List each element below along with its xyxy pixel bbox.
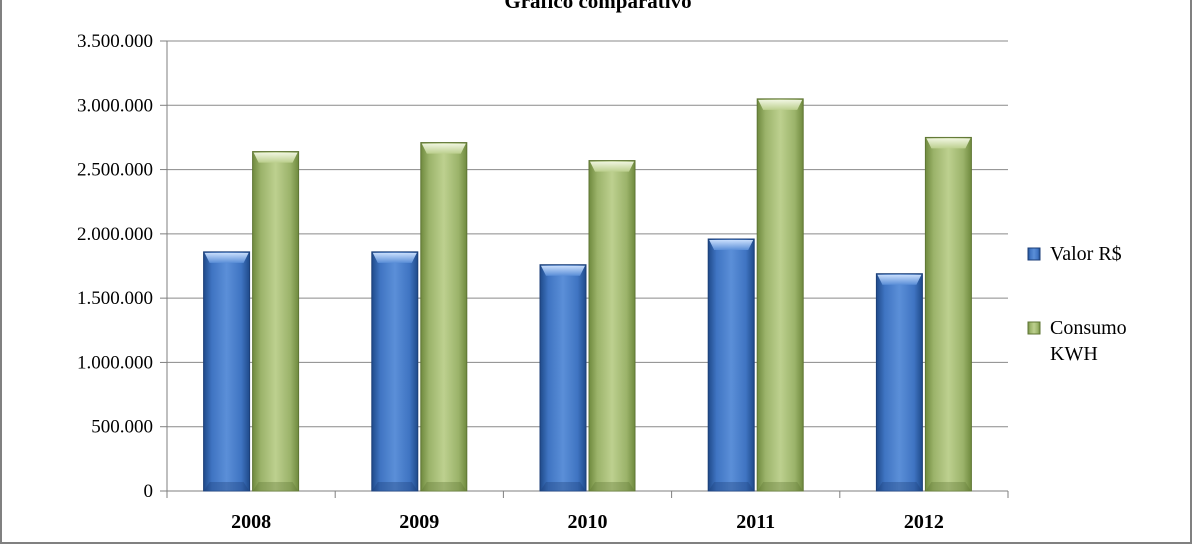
bar-consumo-2008 (252, 151, 300, 492)
y-tick-label: 2.500.000 (77, 160, 153, 181)
bar-consumo-2009 (420, 142, 468, 492)
y-tick-label: 3.500.000 (77, 31, 153, 52)
x-tick-label-2009: 2009 (399, 511, 439, 533)
y-tick-label: 3.000.000 (77, 95, 153, 116)
legend-label-valor: Valor R$ (1050, 243, 1122, 265)
bar-consumo-2011 (756, 98, 804, 492)
bar-valor-2009 (371, 251, 419, 492)
bar-consumo-2012 (924, 136, 972, 492)
bar-valor-2008 (203, 251, 251, 492)
bar-cap (926, 138, 971, 149)
x-tick-label-2012: 2012 (904, 511, 944, 533)
legend-swatch-consumo (1027, 321, 1041, 335)
bar-base (877, 482, 922, 490)
bar-base (253, 482, 298, 490)
bar-valor-2011 (707, 238, 755, 492)
bar-valor-2012 (875, 273, 923, 492)
y-tick-label: 500.000 (91, 417, 153, 438)
bar-cap (204, 252, 249, 263)
bar-base (204, 482, 249, 490)
legend-label-consumo: Consumo KWH (1050, 317, 1127, 365)
bar-cap (709, 240, 754, 250)
bar-base (926, 482, 971, 490)
bar-consumo-2010 (588, 160, 636, 492)
x-tick-label-2011: 2011 (736, 511, 775, 533)
bar-cap (372, 252, 417, 263)
legend-swatch-valor (1027, 247, 1041, 261)
bar-base (590, 482, 634, 490)
bar-cap (590, 161, 634, 172)
x-tick-label-2010: 2010 (568, 511, 608, 533)
y-tick-label: 2.000.000 (77, 224, 153, 245)
bar-base (421, 482, 466, 490)
bar-cap (253, 152, 298, 163)
bar-cap (758, 99, 803, 110)
y-tick-label: 0 (144, 481, 154, 502)
bar-base (758, 482, 803, 490)
x-tick-label-2008: 2008 (231, 511, 271, 533)
bar-cap (877, 274, 922, 285)
bar-base (709, 482, 754, 490)
bar-base (541, 482, 585, 490)
bar-cap (541, 265, 585, 276)
bar-base (372, 482, 417, 490)
chart-title: Gráfico comparativo (504, 0, 692, 13)
y-tick-label: 1.000.000 (77, 352, 153, 373)
bar-valor-2010 (539, 264, 587, 492)
bar-cap (421, 143, 466, 154)
y-tick-label: 1.500.000 (77, 288, 153, 309)
